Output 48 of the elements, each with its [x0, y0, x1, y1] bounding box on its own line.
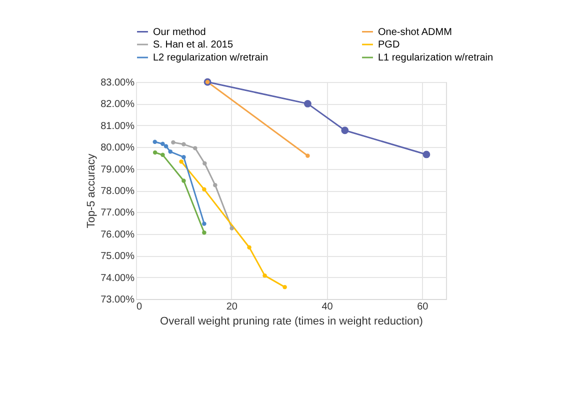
y-tick-label: 81.00% [100, 120, 135, 132]
point [304, 100, 312, 108]
point [341, 126, 349, 134]
point [193, 146, 198, 150]
point [213, 182, 218, 188]
y-tick-label: 75.00% [100, 251, 135, 262]
legend-label: PGD [378, 40, 400, 50]
x-tick-label: 40 [322, 302, 334, 312]
x-tick-label: 60 [417, 302, 429, 312]
point [202, 187, 206, 192]
point [182, 178, 186, 183]
x-tick-label: 0 [136, 302, 142, 312]
point [306, 154, 310, 158]
legend-label: L1 regularization w/retrain [378, 52, 494, 64]
point [202, 230, 206, 235]
point [247, 245, 252, 250]
legend-label: L2 regularization w/retrain [153, 52, 268, 64]
y-axis-title: Top-5 accuracy [86, 153, 98, 228]
point [230, 226, 234, 230]
point [171, 140, 176, 144]
legend-label: S. Han et al. 2015 [153, 40, 234, 50]
point [202, 161, 207, 166]
point [282, 284, 287, 290]
point [160, 152, 165, 158]
point [179, 160, 184, 164]
legend-label: One-shot ADMM [378, 26, 452, 38]
y-tick-label: 76.00% [100, 229, 135, 240]
point [168, 150, 172, 154]
point [182, 154, 186, 160]
point [152, 140, 158, 144]
y-tick-label: 77.00% [100, 208, 135, 219]
point [202, 222, 206, 226]
point [164, 144, 168, 148]
y-tick-label: 83.00% [100, 78, 135, 88]
y-tick-label: 74.00% [100, 272, 135, 284]
y-tick-label: 79.00% [100, 164, 135, 176]
point [160, 142, 165, 146]
legend-label: Our method [153, 26, 206, 38]
point [182, 142, 186, 146]
point [152, 150, 158, 155]
x-axis-title: Overall weight pruning rate (times in weight reduction) [160, 316, 423, 328]
y-tick-label: 78.00% [100, 186, 135, 197]
x-tick-label: 20 [226, 302, 238, 312]
y-tick-label: 73.00% [100, 294, 135, 306]
point [262, 273, 267, 278]
y-tick-label: 82.00% [100, 99, 135, 110]
y-tick-label: 80.00% [100, 142, 135, 154]
point [422, 150, 430, 158]
